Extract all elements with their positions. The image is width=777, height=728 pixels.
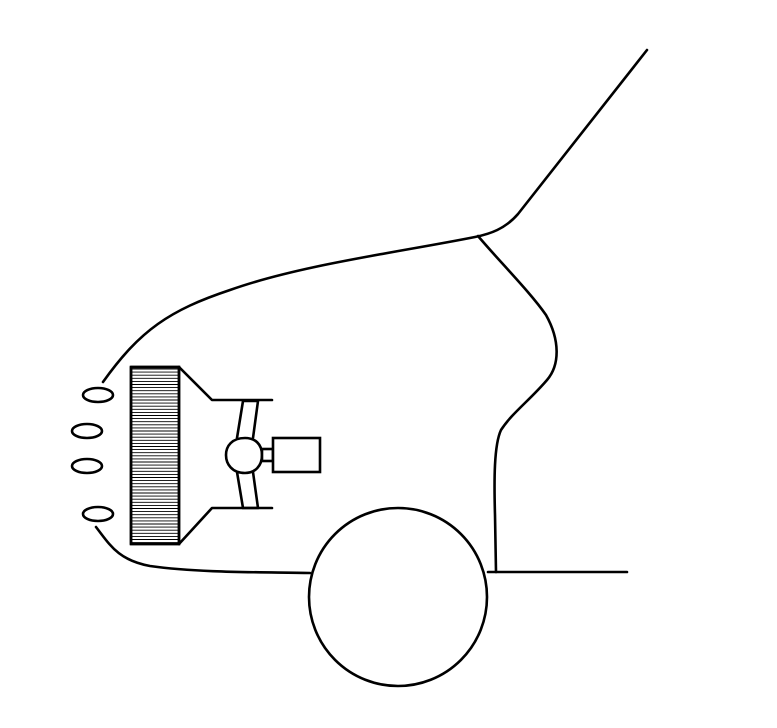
air-inlet-icon [81, 505, 115, 523]
front-bumper-lower [94, 525, 312, 575]
air-inlet-icon [81, 386, 115, 404]
fan-hub [224, 436, 264, 475]
fan-blade-lower [235, 470, 260, 510]
front-wheel [307, 506, 489, 688]
fender-seam [476, 234, 558, 574]
cooling-fan [224, 399, 275, 510]
fan-shaft [260, 447, 275, 463]
radiator-fins [131, 368, 179, 544]
car-body-outline [101, 48, 649, 384]
air-inlet-icon [70, 422, 104, 440]
air-inlets [70, 386, 115, 523]
air-inlet-icon [70, 457, 104, 475]
radiator [129, 365, 181, 546]
fan-blade-upper [235, 399, 260, 440]
fan-motor [271, 436, 322, 474]
